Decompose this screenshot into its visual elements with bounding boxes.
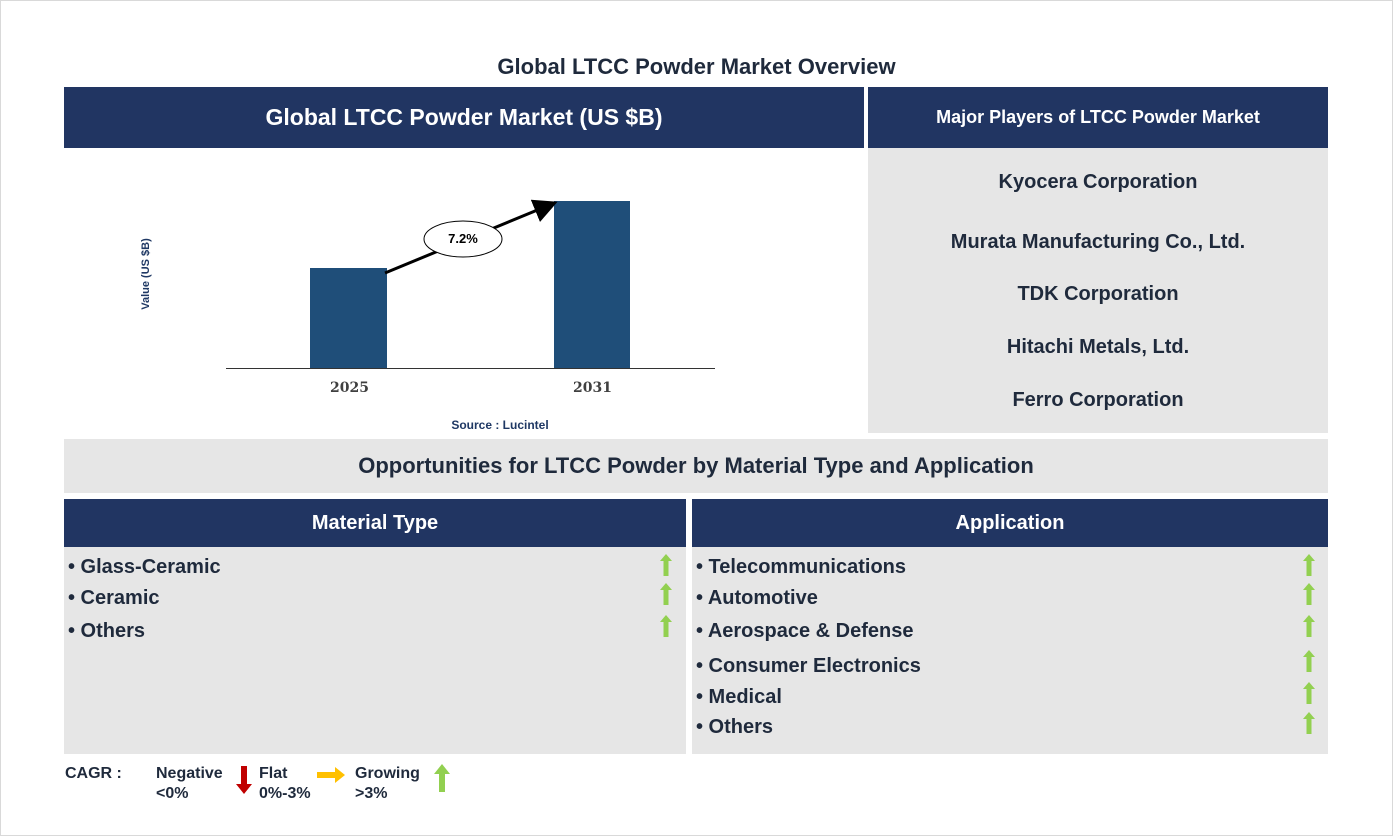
growing-arrow-icon — [660, 583, 672, 605]
growing-arrow-icon — [1303, 554, 1315, 576]
legend-title: CAGR : — [65, 765, 122, 782]
application-item: • Medical — [696, 686, 782, 708]
material-type-panel: • Glass-Ceramic • Ceramic • Others — [64, 547, 686, 754]
growing-arrow-icon — [1303, 712, 1315, 734]
player-item: Hitachi Metals, Ltd. — [1006, 336, 1190, 358]
player-item: Murata Manufacturing Co., Ltd. — [950, 231, 1246, 253]
material-item: • Glass-Ceramic — [68, 556, 221, 578]
legend-negative: Negative <0% — [156, 765, 223, 802]
growing-arrow-icon — [1303, 615, 1315, 637]
bar-2025 — [310, 268, 387, 368]
application-item: • Others — [696, 716, 774, 738]
chart-header: Global LTCC Powder Market (US $B) — [64, 87, 864, 148]
growing-arrow-icon — [660, 615, 672, 637]
growing-arrow-icon — [660, 554, 672, 576]
growing-arrow-icon — [1303, 650, 1315, 672]
legend-flat: Flat 0%-3% — [259, 765, 311, 802]
negative-arrow-icon — [236, 766, 252, 794]
growing-arrow-icon — [1303, 583, 1315, 605]
application-item: • Aerospace & Defense — [696, 620, 914, 642]
player-item: Ferro Corporation — [1012, 389, 1184, 411]
opportunities-header: Opportunities for LTCC Powder by Materia… — [64, 439, 1328, 493]
material-item: • Others — [68, 620, 146, 642]
player-item: TDK Corporation — [1017, 283, 1179, 305]
growing-arrow-icon — [434, 764, 450, 792]
player-item: Kyocera Corporation — [998, 171, 1198, 193]
application-header: Application — [692, 499, 1328, 547]
page-title: Global LTCC Powder Market Overview — [497, 54, 896, 79]
chart-source: Source : Lucintel — [451, 418, 549, 432]
material-item: • Ceramic — [68, 587, 160, 609]
cagr-label: 7.2% — [448, 231, 478, 246]
application-panel: • Telecommunications • Automotive • Aero… — [692, 547, 1328, 754]
material-type-header: Material Type — [64, 499, 686, 547]
application-item: • Consumer Electronics — [696, 655, 921, 677]
x-tick-2025: 2025 — [330, 380, 369, 396]
x-axis — [226, 368, 715, 369]
application-item: • Automotive — [696, 587, 818, 609]
players-header: Major Players of LTCC Powder Market — [868, 87, 1328, 148]
bar-2031 — [554, 201, 630, 368]
x-tick-2031: 2031 — [573, 380, 612, 396]
application-item: • Telecommunications — [696, 556, 907, 578]
players-panel: Kyocera Corporation Murata Manufacturing… — [868, 148, 1328, 433]
growing-arrow-icon — [1303, 682, 1315, 704]
flat-arrow-icon — [317, 767, 345, 783]
legend-growing: Growing >3% — [355, 765, 420, 802]
